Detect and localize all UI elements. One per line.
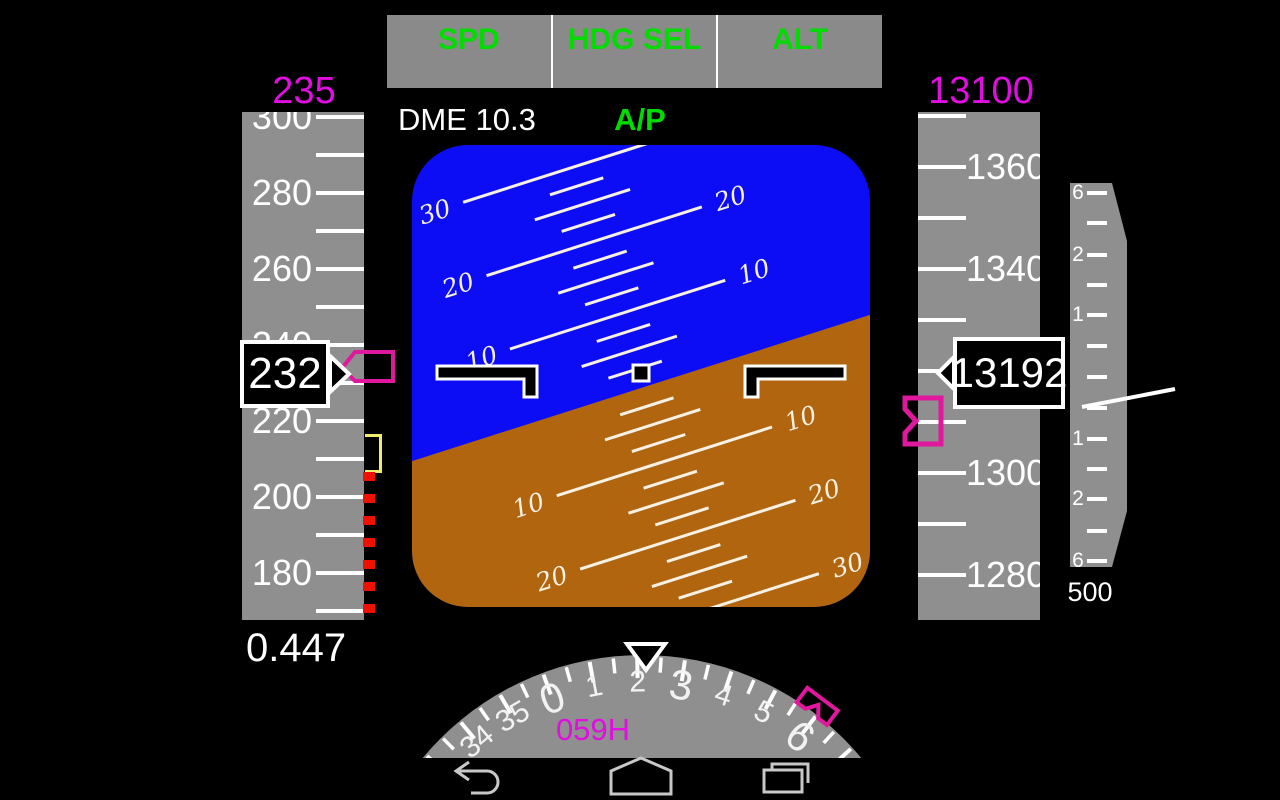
annunciator-divider — [716, 15, 719, 88]
speed-tick — [316, 152, 364, 157]
annunciator-divider — [550, 15, 553, 88]
vsi-tick — [1087, 344, 1107, 348]
speed-tick — [316, 570, 364, 575]
mode-altitude[interactable]: ALT — [772, 23, 829, 56]
altitude-tick — [918, 470, 966, 475]
altitude-tick — [918, 164, 966, 169]
altitude-tick — [918, 215, 966, 220]
current-speed-box: 232 — [240, 340, 330, 408]
vsi-tick — [1087, 283, 1107, 287]
vsi-tick — [1087, 529, 1107, 533]
selected-speed: 235 — [272, 70, 336, 112]
back-icon[interactable] — [453, 760, 500, 795]
altitude-tick — [918, 317, 966, 322]
attitude-indicator: 101010102020202030303030 — [412, 143, 870, 607]
speed-tick-label: 260 — [251, 247, 312, 289]
recents-icon[interactable] — [762, 762, 810, 794]
min-maneuver-speed-bracket — [365, 434, 382, 473]
vsi-tick — [1087, 559, 1107, 563]
home-icon[interactable] — [609, 756, 673, 796]
heading-readout: 059H — [555, 712, 631, 747]
vsi-tick — [1087, 497, 1107, 501]
mach-readout: 0.447 — [246, 626, 347, 670]
speed-tick-label: 300 — [251, 112, 312, 137]
current-altitude-box: 13192 — [950, 337, 1068, 409]
altitude-tick — [918, 113, 966, 118]
vsi-tick-label: 1 — [1072, 303, 1084, 326]
dme-readout: DME 10.3 — [398, 102, 536, 137]
speed-tick-label: 200 — [251, 475, 312, 517]
vsi-tick-label: 6 — [1072, 549, 1084, 572]
altitude-tick — [918, 572, 966, 577]
speed-tick — [316, 418, 364, 423]
autopilot-status: A/P — [614, 102, 666, 137]
mode-heading-select[interactable]: HDG SEL — [567, 23, 702, 56]
speed-tick — [316, 266, 364, 271]
altitude-tick-label: 12800 — [966, 553, 1040, 595]
mode-speed[interactable]: SPD — [437, 23, 500, 56]
speed-tick — [316, 494, 364, 499]
vsi-tick — [1087, 437, 1107, 441]
altitude-tick — [918, 521, 966, 526]
vsi-tick-label: 2 — [1072, 243, 1084, 266]
svg-text:2: 2 — [629, 665, 646, 698]
altitude-tick — [918, 266, 966, 271]
speed-tick — [316, 532, 364, 537]
speed-tick — [316, 114, 364, 119]
speed-tick — [316, 304, 364, 309]
speed-tick-label: 180 — [251, 551, 312, 593]
altitude-tick-label: 13000 — [966, 451, 1040, 493]
vsi-tick — [1087, 221, 1107, 225]
android-navbar — [453, 756, 810, 796]
annunciator-bar: SPD HDG SEL ALT — [387, 15, 882, 88]
vsi-tick-label: 1 — [1072, 427, 1084, 450]
speed-tick — [316, 190, 364, 195]
vertical-speed-readout: 500 — [1067, 577, 1113, 607]
left-wing-symbol — [435, 364, 539, 399]
svg-text:1: 1 — [583, 669, 606, 705]
vsi-tick — [1087, 375, 1107, 379]
altitude-tick — [918, 419, 966, 424]
selected-altitude: 13100 — [928, 70, 1034, 112]
aircraft-reference-symbol — [631, 363, 651, 383]
speed-tick-label: 280 — [251, 171, 312, 213]
vsi-tick — [1087, 313, 1107, 317]
right-wing-symbol — [743, 364, 847, 399]
vsi-tick — [1087, 467, 1107, 471]
speed-tick — [316, 456, 364, 461]
altitude-tick-label: 13400 — [966, 247, 1040, 289]
speed-tick — [316, 342, 364, 347]
ground — [412, 266, 870, 607]
vsi-tick-label: 2 — [1072, 487, 1084, 510]
speed-tick — [316, 608, 364, 613]
current-altitude-value: 13192 — [950, 349, 1068, 396]
speed-tick — [316, 228, 364, 233]
svg-text:30: 30 — [687, 143, 726, 144]
current-speed-value: 232 — [248, 349, 322, 398]
compass-dome — [422, 655, 862, 758]
stall-warning-barber-pole — [363, 472, 375, 620]
altitude-tick-label: 13600 — [966, 145, 1040, 187]
vsi-tick — [1087, 191, 1107, 195]
vsi-tick — [1087, 253, 1107, 257]
vsi-tick — [1087, 406, 1107, 410]
vsi-tick-label: 6 — [1072, 181, 1084, 204]
